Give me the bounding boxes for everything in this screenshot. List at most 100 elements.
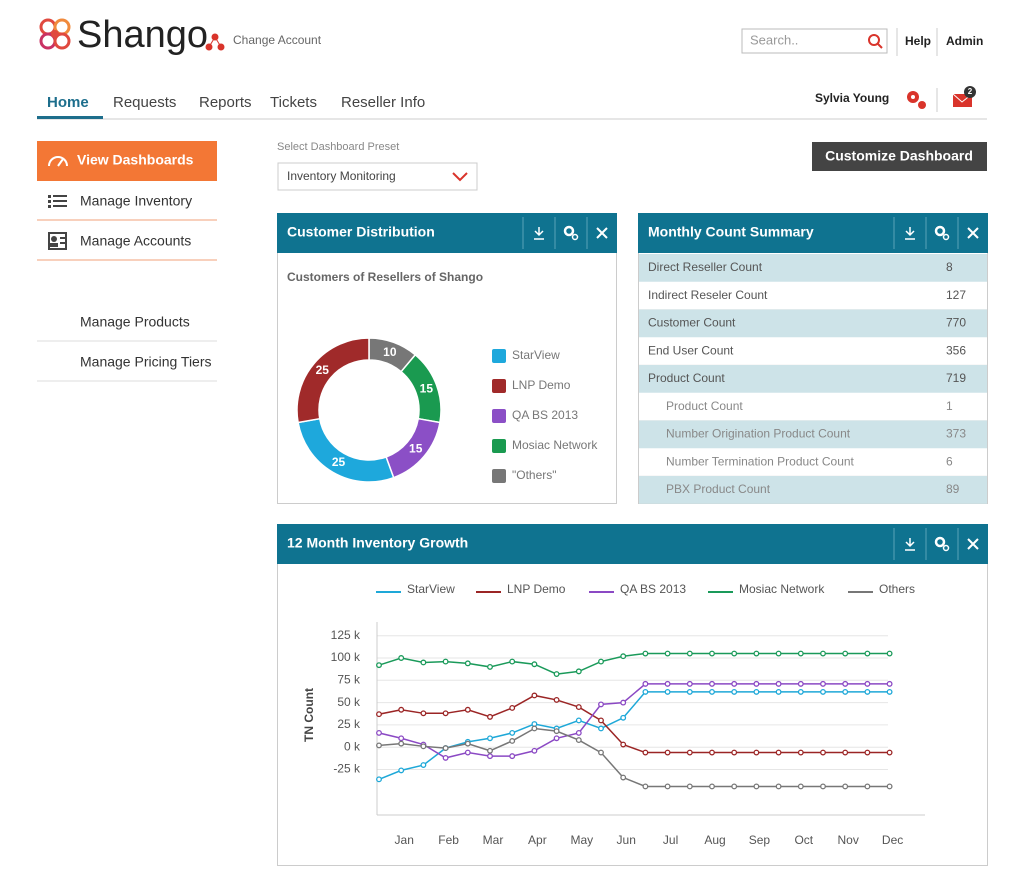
x-tick-label: Dec bbox=[882, 833, 903, 847]
table-label: Number Origination Product Count bbox=[666, 427, 851, 441]
sidebar-item[interactable]: Manage Products bbox=[80, 314, 190, 330]
data-point bbox=[886, 688, 893, 695]
x-tick-label: Aug bbox=[704, 833, 725, 847]
customize-label[interactable]: Customize Dashboard bbox=[825, 148, 973, 164]
data-point bbox=[797, 650, 804, 657]
nav-tab[interactable]: Reports bbox=[199, 94, 252, 111]
data-point bbox=[731, 783, 738, 790]
data-point bbox=[575, 729, 582, 736]
data-point bbox=[731, 680, 738, 687]
x-tick-label: Nov bbox=[838, 833, 859, 847]
slice-label: 15 bbox=[409, 441, 423, 455]
data-point bbox=[487, 735, 493, 742]
data-point bbox=[820, 749, 826, 756]
table-value: 719 bbox=[946, 371, 966, 385]
sidebar-item[interactable]: View Dashboards bbox=[77, 152, 194, 168]
y-tick-label: 50 k bbox=[337, 695, 361, 709]
data-point bbox=[487, 747, 493, 754]
table-row-shade bbox=[639, 476, 987, 504]
settings-icon[interactable] bbox=[942, 544, 950, 552]
data-point bbox=[842, 680, 849, 687]
settings-icon[interactable] bbox=[563, 225, 575, 237]
settings-icon[interactable] bbox=[907, 91, 926, 109]
table-row-shade bbox=[639, 420, 987, 449]
close-icon[interactable] bbox=[596, 227, 608, 239]
data-point bbox=[753, 680, 760, 687]
data-point bbox=[642, 650, 649, 657]
customize-button[interactable] bbox=[812, 142, 987, 171]
data-point bbox=[620, 774, 627, 781]
data-point bbox=[531, 747, 538, 754]
data-point bbox=[620, 699, 627, 706]
data-point bbox=[509, 729, 516, 736]
data-point bbox=[864, 749, 871, 756]
data-point bbox=[398, 735, 405, 742]
settings-icon[interactable] bbox=[934, 536, 946, 548]
data-point bbox=[598, 749, 604, 756]
close-icon[interactable] bbox=[967, 227, 979, 239]
slice-label: 10 bbox=[383, 345, 397, 359]
data-point bbox=[464, 740, 471, 747]
x-tick-label: Jun bbox=[617, 833, 636, 847]
data-point bbox=[398, 740, 405, 747]
data-point bbox=[553, 735, 560, 742]
data-point bbox=[553, 728, 560, 735]
nav-tab[interactable]: Reseller Info bbox=[341, 94, 425, 111]
download-icon[interactable] bbox=[534, 227, 544, 240]
data-point bbox=[509, 753, 516, 760]
search-placeholder[interactable]: Search.. bbox=[750, 32, 798, 47]
data-point bbox=[797, 680, 804, 687]
search-box[interactable] bbox=[741, 28, 888, 54]
user-name[interactable]: Sylvia Young bbox=[815, 91, 889, 105]
data-point bbox=[686, 783, 693, 790]
change-account-icon[interactable] bbox=[205, 33, 225, 51]
data-point bbox=[642, 688, 649, 695]
search-icon[interactable] bbox=[868, 34, 883, 49]
logo-text[interactable]: Shango bbox=[77, 14, 208, 56]
data-point bbox=[753, 688, 760, 695]
table-value: 356 bbox=[946, 343, 966, 357]
settings-icon[interactable] bbox=[934, 225, 946, 237]
legend-label: Others bbox=[879, 582, 915, 596]
data-point bbox=[886, 749, 893, 756]
data-point bbox=[620, 653, 627, 660]
dropdown-chevron[interactable] bbox=[452, 172, 468, 182]
table-label: Number Termination Product Count bbox=[666, 454, 855, 468]
sidebar-active[interactable] bbox=[37, 141, 217, 181]
nav-tab[interactable]: Tickets bbox=[270, 94, 317, 111]
download-icon[interactable] bbox=[905, 538, 915, 551]
data-point bbox=[731, 650, 738, 657]
sidebar-item[interactable]: Manage Accounts bbox=[80, 233, 191, 249]
data-point bbox=[775, 680, 782, 687]
data-point bbox=[531, 692, 538, 699]
preset-value[interactable]: Inventory Monitoring bbox=[287, 169, 396, 183]
nav-tab[interactable]: Home bbox=[47, 94, 89, 111]
close-icon[interactable] bbox=[967, 538, 979, 550]
table-label: Product Count bbox=[648, 371, 725, 385]
admin-link[interactable]: Admin bbox=[946, 34, 983, 48]
data-point bbox=[686, 680, 693, 687]
data-point bbox=[886, 680, 893, 687]
table-label: PBX Product Count bbox=[666, 482, 771, 496]
settings-icon[interactable] bbox=[942, 233, 950, 241]
change-account[interactable]: Change Account bbox=[233, 33, 322, 47]
mail-icon[interactable] bbox=[952, 86, 976, 107]
data-point bbox=[797, 749, 804, 756]
table-value: 6 bbox=[946, 454, 953, 468]
legend-label: StarView bbox=[407, 582, 455, 596]
data-point bbox=[842, 688, 849, 695]
nav-tab[interactable]: Requests bbox=[113, 94, 176, 111]
settings-icon[interactable] bbox=[571, 233, 579, 241]
gauge-needle bbox=[57, 158, 64, 167]
preset-dropdown[interactable] bbox=[277, 162, 478, 191]
y-tick-label: 25 k bbox=[337, 717, 361, 731]
table-value: 770 bbox=[946, 316, 966, 330]
help-link[interactable]: Help bbox=[905, 34, 931, 48]
sidebar-item[interactable]: Manage Pricing Tiers bbox=[80, 354, 212, 370]
data-point bbox=[509, 738, 516, 744]
download-icon[interactable] bbox=[905, 227, 915, 240]
data-point bbox=[642, 680, 649, 687]
mail-badge: 2 bbox=[968, 87, 973, 96]
data-point bbox=[420, 762, 427, 768]
sidebar-item[interactable]: Manage Inventory bbox=[80, 193, 192, 209]
